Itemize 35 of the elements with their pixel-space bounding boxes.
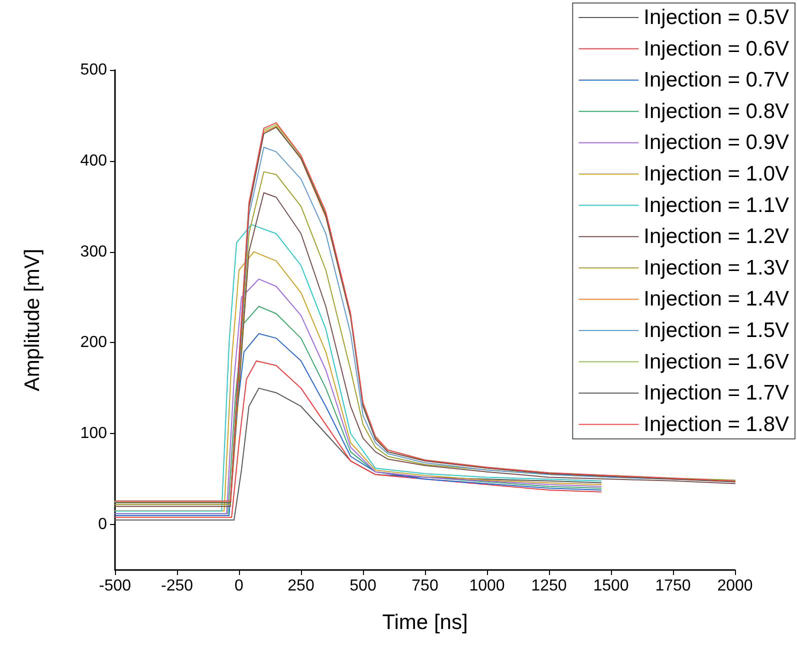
legend-label: Injection = 1.5V (644, 319, 790, 342)
legend-label: Injection = 0.8V (644, 100, 790, 123)
x-tick-label: 1500 (593, 578, 629, 594)
y-tick-label: 200 (80, 334, 108, 352)
legend-label: Injection = 0.6V (644, 37, 790, 60)
x-tick-label: 1750 (655, 578, 691, 594)
legend-label: Injection = 1.7V (644, 382, 790, 405)
x-tick-label: 2000 (717, 578, 753, 594)
legend-label: Injection = 0.9V (644, 131, 790, 154)
x-tick-label: -500 (98, 578, 132, 594)
legend-label: Injection = 1.1V (644, 194, 790, 217)
x-tick-label: 1000 (469, 578, 505, 594)
y-tick-label: 100 (80, 425, 108, 442)
line-series (114, 388, 602, 520)
y-tick-label: 400 (80, 152, 108, 170)
y-tick-label: 500 (80, 62, 108, 78)
legend-label: Injection = 1.6V (644, 350, 790, 374)
x-tick-label: 500 (350, 578, 376, 594)
x-tick-label: 750 (412, 578, 438, 594)
legend-label: Injection = 0.5V (644, 6, 790, 29)
legend-label: Injection = 1.4V (644, 288, 790, 311)
x-axis-title: Time [ns] (382, 611, 468, 634)
x-tick-label: 0 (234, 578, 244, 594)
legend-label: Injection = 1.0V (644, 162, 790, 186)
x-tick-label: 250 (288, 578, 314, 594)
legend-label: Injection = 1.2V (644, 225, 790, 248)
legend-label: Injection = 0.7V (644, 68, 790, 92)
legend-label: Injection = 1.3V (644, 256, 790, 280)
x-tick-label: -250 (160, 578, 194, 594)
line-series (114, 360, 602, 518)
x-tick-label: 1250 (531, 578, 567, 594)
y-tick-label: 300 (80, 243, 108, 260)
y-axis-title: Amplitude [mV] (21, 248, 44, 392)
y-tick-label: 0 (98, 516, 108, 534)
legend-label: Injection = 1.8V (644, 412, 790, 436)
